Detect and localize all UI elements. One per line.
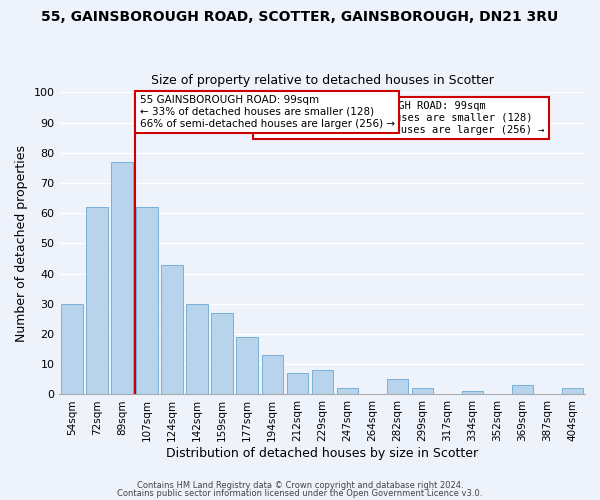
Text: 55 GAINSBOROUGH ROAD: 99sqm
← 33% of detached houses are smaller (128)
66% of se: 55 GAINSBOROUGH ROAD: 99sqm ← 33% of det… [257, 102, 545, 134]
Bar [412, 388, 433, 394]
Text: Contains public sector information licensed under the Open Government Licence v3: Contains public sector information licen… [118, 488, 482, 498]
Bar [262, 355, 283, 395]
Bar [512, 386, 533, 394]
Text: Contains HM Land Registry data © Crown copyright and database right 2024.: Contains HM Land Registry data © Crown c… [137, 481, 463, 490]
Bar [337, 388, 358, 394]
Bar [86, 207, 107, 394]
Bar [236, 337, 258, 394]
Bar [187, 304, 208, 394]
Y-axis label: Number of detached properties: Number of detached properties [15, 145, 28, 342]
Bar [287, 374, 308, 394]
Bar [211, 313, 233, 394]
Title: Size of property relative to detached houses in Scotter: Size of property relative to detached ho… [151, 74, 494, 87]
Bar [61, 304, 83, 394]
Bar [112, 162, 133, 394]
Bar [136, 207, 158, 394]
Bar [311, 370, 333, 394]
Bar [161, 264, 182, 394]
X-axis label: Distribution of detached houses by size in Scotter: Distribution of detached houses by size … [166, 447, 478, 460]
Text: 55 GAINSBOROUGH ROAD: 99sqm
← 33% of detached houses are smaller (128)
66% of se: 55 GAINSBOROUGH ROAD: 99sqm ← 33% of det… [140, 96, 395, 128]
Text: 55, GAINSBOROUGH ROAD, SCOTTER, GAINSBOROUGH, DN21 3RU: 55, GAINSBOROUGH ROAD, SCOTTER, GAINSBOR… [41, 10, 559, 24]
Bar [386, 380, 408, 394]
Bar [462, 392, 483, 394]
Bar [562, 388, 583, 394]
